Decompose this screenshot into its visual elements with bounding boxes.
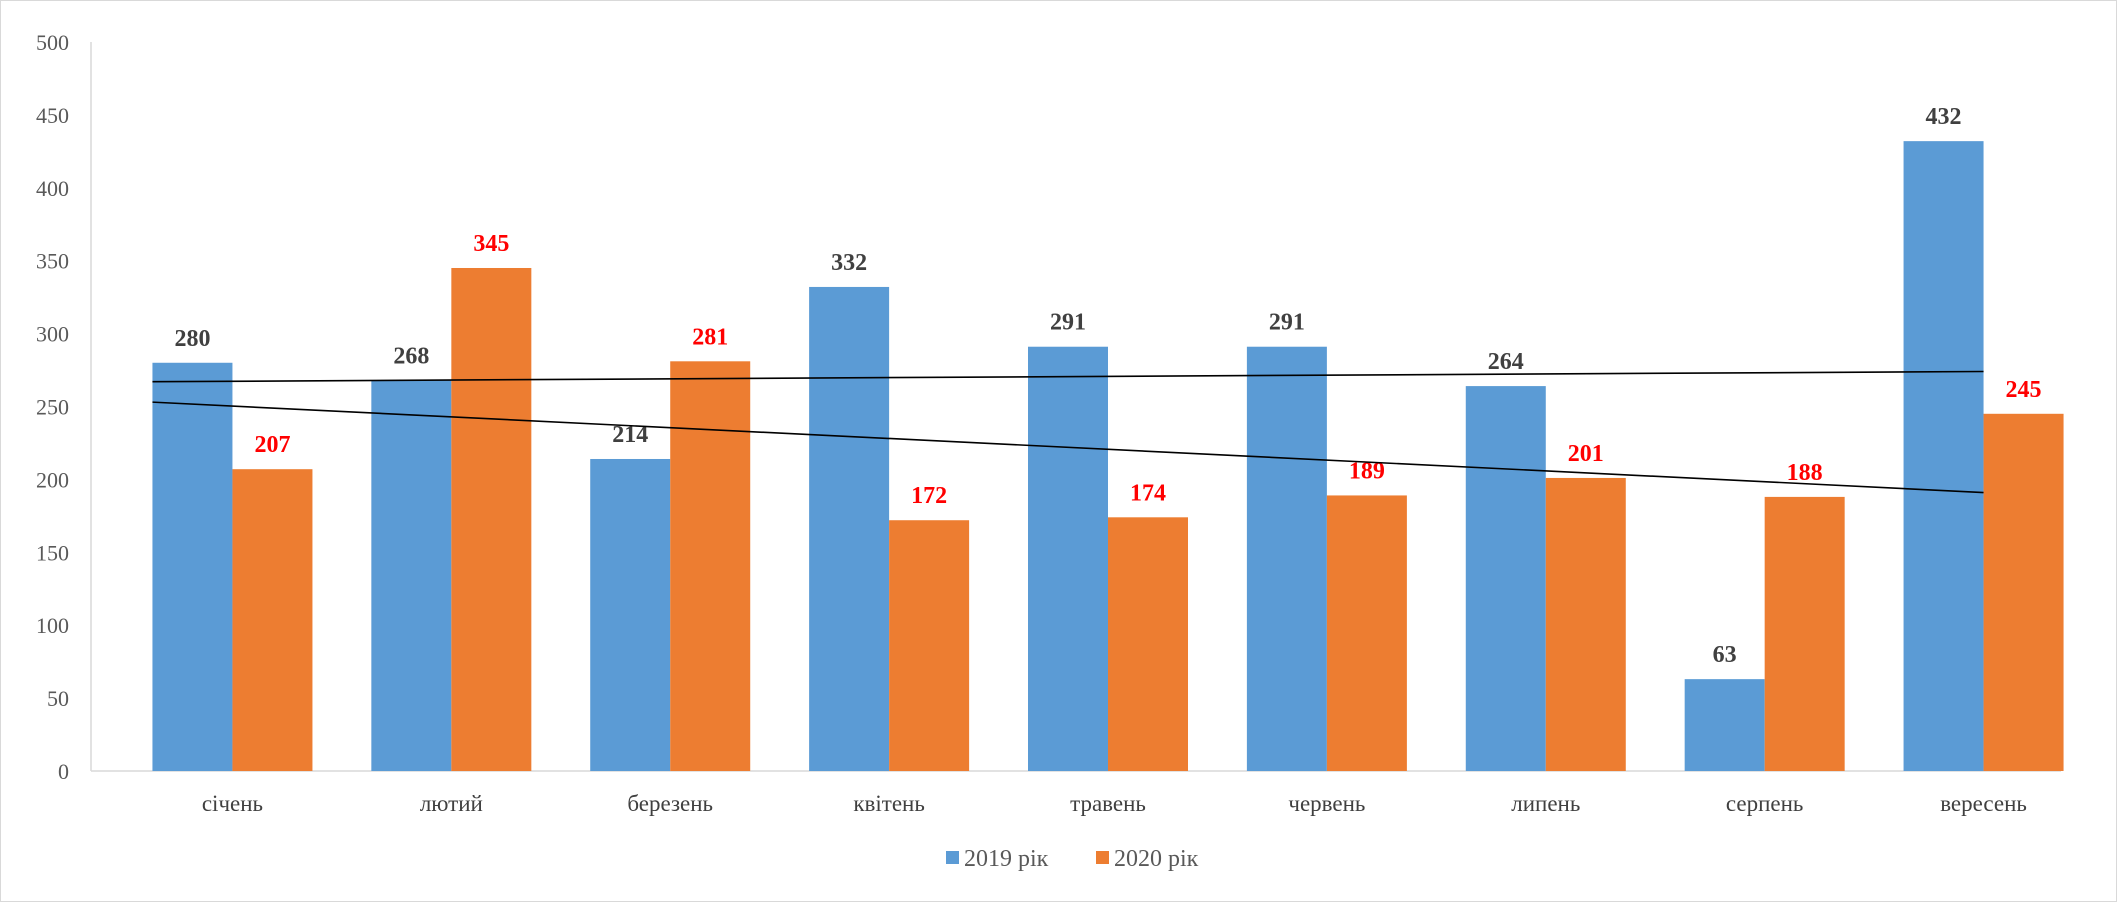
legend-label: 2019 рік [964, 846, 1049, 872]
trendline-2 [152, 401, 1984, 494]
data-label: 264 [1488, 349, 1524, 375]
bar-series1 [1465, 386, 1546, 771]
x-tick-label: квітень [853, 791, 924, 816]
data-label: 201 [1568, 441, 1604, 467]
data-label: 332 [831, 250, 867, 276]
trendlines [152, 370, 1984, 494]
bar-series1 [1684, 679, 1765, 771]
bar-series2 [1326, 495, 1407, 771]
data-label: 174 [1130, 480, 1166, 506]
data-label: 291 [1050, 310, 1086, 336]
x-tick-label: лютий [420, 791, 483, 816]
bar-series1 [1246, 346, 1327, 771]
bar-series1 [1903, 141, 1984, 772]
data-label: 432 [1926, 104, 1962, 130]
y-tick-label: 450 [36, 103, 69, 128]
data-labels: 2802072683452142813321722911742911892642… [174, 104, 2041, 668]
y-tick-label: 400 [36, 176, 69, 201]
legend-swatch [1096, 851, 1109, 864]
data-label: 63 [1713, 642, 1737, 668]
x-tick-label: вересень [1940, 791, 2027, 816]
bar-series2 [889, 520, 970, 771]
y-tick-label: 250 [36, 395, 69, 420]
bars [152, 141, 2064, 772]
y-axis-ticks: 0 50 100 150 200 250 300 350 400 450 500 [36, 30, 69, 784]
y-tick-label: 150 [36, 540, 69, 565]
bar-series2 [232, 469, 313, 771]
legend: 2019 рік 2020 рік [946, 846, 1199, 872]
bar-series2 [451, 267, 532, 771]
bar-series2 [670, 361, 751, 771]
y-tick-label: 350 [36, 249, 69, 274]
data-label: 245 [2006, 377, 2042, 403]
y-tick-label: 50 [47, 686, 69, 711]
y-tick-label: 300 [36, 322, 69, 347]
data-label: 291 [1269, 310, 1305, 336]
x-tick-label: липень [1511, 791, 1580, 816]
bar-series1 [1028, 346, 1108, 771]
bar-series1 [152, 362, 233, 771]
data-label: 281 [692, 324, 728, 350]
y-tick-label: 500 [36, 30, 69, 55]
x-tick-label: червень [1288, 791, 1365, 816]
data-label: 345 [473, 231, 509, 257]
bar-series2 [1764, 496, 1845, 771]
legend-label: 2020 рік [1114, 846, 1199, 872]
x-tick-label: серпень [1726, 791, 1804, 816]
legend-swatch [946, 851, 959, 864]
bar-series1 [590, 458, 671, 771]
trendline-1 [152, 370, 1984, 383]
data-label: 268 [393, 343, 429, 369]
y-tick-label: 200 [36, 467, 69, 492]
bar-series1 [371, 380, 452, 771]
x-axis-labels: січень лютий березень квітень травень червень… [202, 791, 2027, 816]
x-tick-label: січень [202, 791, 263, 816]
bar-series2 [1108, 517, 1188, 771]
y-tick-label: 100 [36, 613, 69, 638]
data-label: 207 [254, 432, 290, 458]
data-label: 172 [911, 483, 947, 509]
bar-series1 [809, 286, 890, 771]
bar-series2 [1545, 477, 1626, 771]
y-tick-label: 0 [58, 759, 69, 784]
bar-series2 [1983, 413, 2064, 771]
data-label: 188 [1787, 460, 1823, 486]
data-label: 280 [174, 326, 210, 352]
x-tick-label: березень [627, 791, 713, 816]
x-tick-label: травень [1070, 791, 1146, 816]
